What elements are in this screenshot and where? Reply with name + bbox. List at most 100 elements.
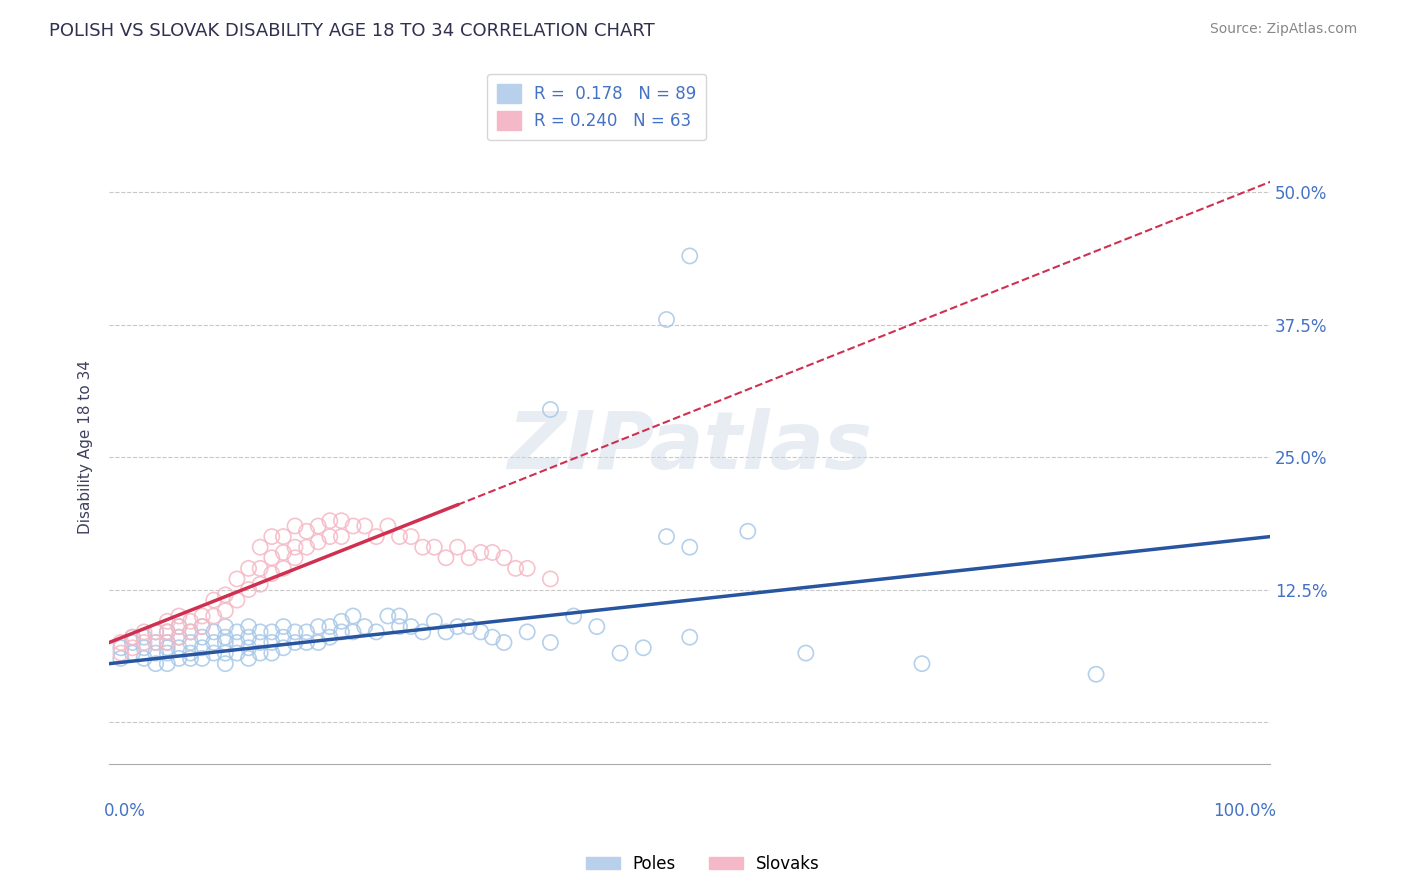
Point xyxy=(516,561,538,575)
Point xyxy=(226,593,249,607)
Point xyxy=(284,635,307,649)
Text: ZIPatlas: ZIPatlas xyxy=(508,408,872,485)
Text: Source: ZipAtlas.com: Source: ZipAtlas.com xyxy=(1209,22,1357,37)
Point xyxy=(121,630,143,644)
Point xyxy=(156,624,179,639)
Point xyxy=(202,624,225,639)
Point xyxy=(388,530,411,544)
Point xyxy=(214,657,236,671)
Point xyxy=(167,630,190,644)
Point xyxy=(492,550,515,565)
Point xyxy=(307,519,329,533)
Point xyxy=(342,519,364,533)
Point xyxy=(399,619,422,633)
Legend: R =  0.178   N = 89, R = 0.240   N = 63: R = 0.178 N = 89, R = 0.240 N = 63 xyxy=(488,74,706,141)
Point xyxy=(132,635,155,649)
Point xyxy=(249,635,271,649)
Point xyxy=(273,545,295,559)
Point xyxy=(307,619,329,633)
Point xyxy=(202,635,225,649)
Point xyxy=(342,609,364,624)
Point xyxy=(295,635,318,649)
Point xyxy=(388,619,411,633)
Point xyxy=(249,561,271,575)
Point xyxy=(179,635,201,649)
Point xyxy=(132,640,155,655)
Text: 0.0%: 0.0% xyxy=(104,803,145,821)
Point xyxy=(156,657,179,671)
Point xyxy=(226,635,249,649)
Point xyxy=(319,619,342,633)
Point xyxy=(238,640,260,655)
Point xyxy=(121,640,143,655)
Point xyxy=(202,593,225,607)
Point xyxy=(295,624,318,639)
Point xyxy=(110,646,132,660)
Legend: Poles, Slovaks: Poles, Slovaks xyxy=(579,848,827,880)
Point xyxy=(319,530,342,544)
Point xyxy=(538,572,561,586)
Point xyxy=(434,550,457,565)
Point xyxy=(214,604,236,618)
Point xyxy=(633,640,655,655)
Point xyxy=(423,615,446,629)
Point xyxy=(446,540,468,554)
Point xyxy=(492,635,515,649)
Point xyxy=(238,630,260,644)
Point xyxy=(191,619,214,633)
Point xyxy=(342,624,364,639)
Point xyxy=(110,640,132,655)
Point xyxy=(238,619,260,633)
Point xyxy=(156,640,179,655)
Point xyxy=(167,651,190,665)
Point xyxy=(319,630,342,644)
Point xyxy=(238,582,260,597)
Point xyxy=(911,657,934,671)
Point xyxy=(214,588,236,602)
Point xyxy=(238,561,260,575)
Point xyxy=(562,609,585,624)
Point xyxy=(330,514,353,528)
Point xyxy=(516,624,538,639)
Point xyxy=(260,530,283,544)
Point xyxy=(330,530,353,544)
Point xyxy=(353,619,375,633)
Point xyxy=(284,540,307,554)
Point xyxy=(679,630,702,644)
Point xyxy=(179,651,201,665)
Point xyxy=(167,619,190,633)
Point xyxy=(737,524,759,539)
Point xyxy=(458,550,481,565)
Point xyxy=(191,630,214,644)
Point xyxy=(319,514,342,528)
Point xyxy=(794,646,817,660)
Point xyxy=(260,635,283,649)
Point xyxy=(273,530,295,544)
Point xyxy=(156,646,179,660)
Point xyxy=(156,635,179,649)
Point xyxy=(399,530,422,544)
Point xyxy=(330,624,353,639)
Point xyxy=(167,630,190,644)
Point xyxy=(295,524,318,539)
Point xyxy=(156,624,179,639)
Point xyxy=(1085,667,1108,681)
Point xyxy=(412,624,434,639)
Point xyxy=(330,615,353,629)
Text: POLISH VS SLOVAK DISABILITY AGE 18 TO 34 CORRELATION CHART: POLISH VS SLOVAK DISABILITY AGE 18 TO 34… xyxy=(49,22,655,40)
Point xyxy=(121,635,143,649)
Point xyxy=(179,624,201,639)
Point xyxy=(238,651,260,665)
Point xyxy=(260,646,283,660)
Point xyxy=(156,615,179,629)
Point xyxy=(284,550,307,565)
Point xyxy=(179,646,201,660)
Point xyxy=(655,312,678,326)
Point xyxy=(226,572,249,586)
Point xyxy=(121,630,143,644)
Point xyxy=(145,624,167,639)
Point xyxy=(505,561,527,575)
Point xyxy=(260,566,283,581)
Point xyxy=(273,640,295,655)
Point xyxy=(167,609,190,624)
